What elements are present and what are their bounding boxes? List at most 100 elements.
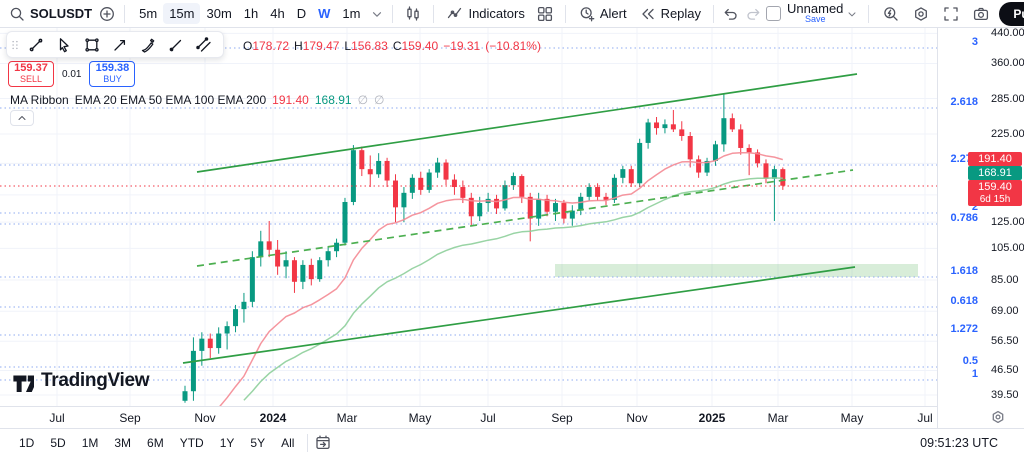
ray-line-tool-icon[interactable] xyxy=(163,33,189,56)
timeframe-5m[interactable]: 5m xyxy=(133,3,163,24)
watermark-text: TradingView xyxy=(41,370,150,391)
timeframe-15m[interactable]: 15m xyxy=(163,3,201,24)
snapshot-camera-icon[interactable] xyxy=(969,2,993,26)
chevron-down-icon xyxy=(846,5,858,23)
divider xyxy=(392,4,394,23)
timeframe-W[interactable]: W xyxy=(312,3,336,24)
legend-collapse-button[interactable] xyxy=(10,110,34,126)
indicator-params: EMA 20 EMA 50 EMA 100 EMA 200 xyxy=(74,93,267,107)
rectangle-tool-icon[interactable] xyxy=(79,33,105,56)
price-tag: 191.40 xyxy=(968,152,1022,166)
range-1D[interactable]: 1D xyxy=(12,433,41,453)
timeframe-D[interactable]: D xyxy=(291,3,312,24)
undo-icon[interactable] xyxy=(722,5,740,23)
topbar-right-group: Unnamed Save Pu xyxy=(766,0,1024,26)
price-tick-label: 56.50 xyxy=(991,335,1019,348)
range-3M[interactable]: 3M xyxy=(107,433,138,453)
sell-price: 159.37 xyxy=(14,62,48,74)
price-tick-label: 85.00 xyxy=(991,274,1019,287)
redo-icon[interactable] xyxy=(744,5,762,23)
price-axis[interactable]: 440.00 360.00 285.00 225.00 125.00 105.00 85.0… xyxy=(937,27,1024,430)
range-1Y[interactable]: 1Y xyxy=(213,433,242,453)
range-1M[interactable]: 1M xyxy=(75,433,106,453)
price-tick-label: 69.00 xyxy=(991,305,1019,318)
save-button[interactable]: Save xyxy=(804,13,826,24)
chart-type-icon[interactable] xyxy=(401,2,425,26)
symbol-button[interactable]: SOLUSDT xyxy=(30,6,93,21)
indicator-legend[interactable]: MA Ribbon EMA 20 EMA 50 EMA 100 EMA 200 … xyxy=(10,93,384,107)
layout-name: Unnamed xyxy=(787,0,844,16)
indicator-values: 191.40 168.91 ∅ ∅ xyxy=(272,93,384,107)
price-tag: 159.40 6d 15h xyxy=(968,180,1022,206)
quick-search-icon[interactable] xyxy=(879,2,903,26)
timeframe-30m[interactable]: 30m xyxy=(200,3,237,24)
indicators-icon xyxy=(446,5,464,23)
favorite-drawings-toolbar xyxy=(6,31,224,58)
settings-gear-icon[interactable] xyxy=(909,2,933,26)
divider xyxy=(307,433,309,452)
price-tag-countdown: 6d 15h xyxy=(979,194,1011,205)
trend-line-tool-icon[interactable] xyxy=(23,33,49,56)
publish-button[interactable]: Pu xyxy=(999,1,1024,26)
timeframe-1h[interactable]: 1h xyxy=(238,3,264,24)
replay-icon xyxy=(639,5,657,23)
price-tag-value: 168.91 xyxy=(978,167,1012,179)
candlestick-chart[interactable] xyxy=(0,28,937,406)
indicator-templates-icon[interactable] xyxy=(533,2,557,26)
price-tick-label: 225.00 xyxy=(991,128,1024,140)
arrow-tool-icon[interactable] xyxy=(107,33,133,56)
indicators-button[interactable]: Indicators xyxy=(442,3,528,25)
compare-add-symbol-icon[interactable] xyxy=(98,5,116,23)
price-tag-value: 159.40 xyxy=(978,181,1012,193)
tradingview-watermark: TradingView xyxy=(12,370,150,392)
price-tick-label: 440.00 xyxy=(991,27,1024,40)
drag-handle[interactable] xyxy=(9,33,21,56)
buy-price: 159.38 xyxy=(95,62,130,74)
sell-button[interactable]: 159.37 SELL xyxy=(8,61,54,87)
timeframe-1m[interactable]: 1m xyxy=(336,3,366,24)
timeframe-4h[interactable]: 4h xyxy=(264,3,290,24)
axis-settings-gear-icon[interactable] xyxy=(990,409,1006,430)
alert-button[interactable]: Alert xyxy=(574,3,631,25)
multichart-checkbox[interactable] xyxy=(766,6,782,21)
fib-level-label: 0.618 xyxy=(950,295,978,307)
buy-button[interactable]: 159.38 BUY xyxy=(89,61,136,87)
time-axis-label: Sep xyxy=(119,411,141,425)
chevron-down-icon[interactable] xyxy=(370,5,384,23)
trade-panel: 159.37 SELL 0.01 159.38 BUY xyxy=(8,61,136,87)
search-icon[interactable] xyxy=(8,5,26,23)
range-YTD[interactable]: YTD xyxy=(173,433,211,453)
cursor-tool-icon[interactable] xyxy=(51,33,77,56)
replay-button[interactable]: Replay xyxy=(635,3,705,25)
range-5D[interactable]: 5D xyxy=(43,433,72,453)
open-value: 178.72 xyxy=(252,39,290,53)
price-tag: 168.91 xyxy=(968,166,1022,180)
low-value: 156.83 xyxy=(351,39,388,53)
alert-clock-icon xyxy=(578,5,596,23)
divider xyxy=(433,4,435,23)
chevron-up-icon xyxy=(16,112,28,124)
indicator-name: MA Ribbon xyxy=(10,93,69,107)
range-6M[interactable]: 6M xyxy=(140,433,171,453)
indicator-value: 168.91 xyxy=(314,93,352,107)
time-axis-label: 2024 xyxy=(259,411,287,425)
fib-level-label: 3 xyxy=(971,36,978,48)
clock-utc[interactable]: 09:51:23 UTC xyxy=(920,435,998,450)
price-tick-label: 125.00 xyxy=(991,216,1024,229)
price-tick-label: 105.00 xyxy=(991,242,1024,255)
spread-value: 0.01 xyxy=(62,68,82,80)
range-All[interactable]: All xyxy=(274,433,301,453)
timeframe-group: 5m 15m 30m 1h 4h D W 1m xyxy=(133,3,366,24)
time-axis-label: May xyxy=(408,411,432,425)
parallel-channel-tool-icon[interactable] xyxy=(191,33,217,56)
time-axis[interactable]: Jul Sep Nov 2024 Mar May Jul Sep Nov 2025 Mar May Ju… xyxy=(0,406,937,428)
range-5Y[interactable]: 5Y xyxy=(243,433,272,453)
divider xyxy=(713,4,715,23)
layout-menu[interactable]: Unnamed Save xyxy=(787,0,858,25)
change-percent: (−10.81%) xyxy=(485,39,541,53)
brush-tool-icon[interactable] xyxy=(135,33,161,56)
go-to-date-icon[interactable] xyxy=(314,434,332,452)
price-tick-label: 285.00 xyxy=(991,92,1024,105)
fullscreen-icon[interactable] xyxy=(939,2,963,26)
